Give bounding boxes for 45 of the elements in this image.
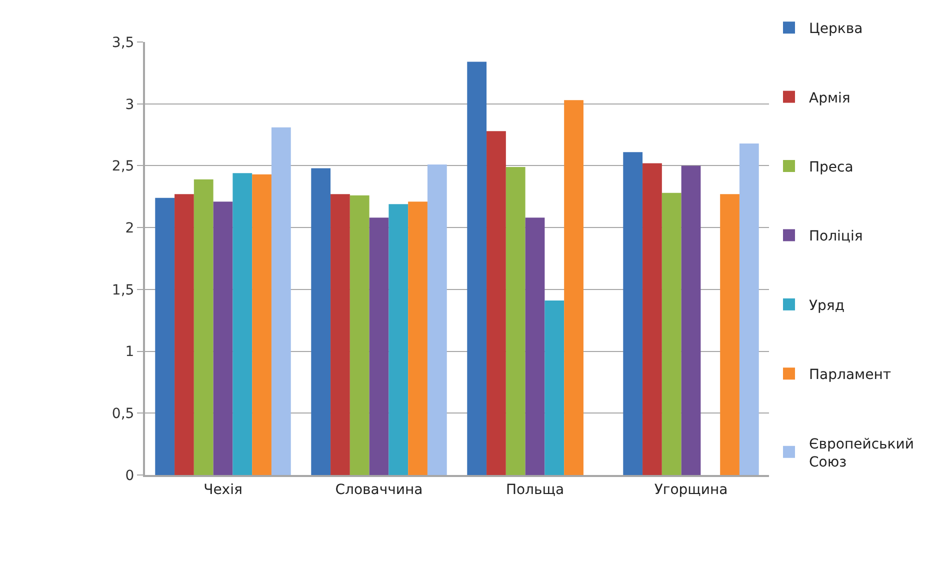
legend-label: Парламент — [809, 367, 892, 384]
legend-label: Церква — [809, 21, 863, 38]
bar — [662, 192, 682, 475]
y-tick-label: 0,5 — [112, 406, 134, 422]
bar — [252, 174, 272, 475]
bar — [564, 100, 584, 475]
y-tick-label: 1 — [125, 344, 134, 360]
bar — [486, 131, 506, 475]
x-tick-label: Чехія — [204, 482, 242, 498]
bar — [408, 202, 428, 475]
y-tick-label: 0 — [125, 468, 134, 484]
bar — [232, 173, 252, 475]
bar — [681, 166, 701, 475]
bar — [350, 195, 370, 475]
bar — [642, 163, 662, 475]
x-tick-label: Словаччина — [335, 482, 423, 498]
legend-label: Поліція — [809, 228, 863, 245]
bar — [623, 152, 643, 475]
bar — [174, 194, 194, 475]
x-tick-label: Польща — [506, 482, 564, 498]
bar — [271, 127, 291, 475]
legend-label: Преса — [809, 159, 854, 176]
bar — [388, 204, 408, 475]
y-tick-label: 3 — [125, 96, 134, 113]
bar — [720, 194, 740, 475]
bar — [467, 62, 487, 475]
y-tick-label: 2,5 — [112, 158, 134, 175]
legend-label: Армія — [809, 90, 850, 106]
bar — [506, 166, 526, 475]
bar — [213, 202, 233, 475]
bar — [544, 300, 564, 475]
bar — [739, 143, 759, 475]
bar — [427, 164, 447, 475]
bar — [194, 179, 214, 475]
bar — [525, 218, 545, 475]
legend-label: Європейський Союз — [809, 436, 914, 470]
y-tick-label: 2 — [125, 220, 134, 236]
y-tick-label: 1,5 — [112, 282, 134, 298]
bar — [155, 198, 175, 475]
bar — [369, 218, 389, 475]
bar — [311, 168, 331, 475]
bar — [330, 194, 350, 475]
x-tick-label: Угорщина — [654, 482, 728, 498]
y-tick-label: 3,5 — [112, 34, 134, 51]
legend-label: Уряд — [809, 298, 845, 314]
